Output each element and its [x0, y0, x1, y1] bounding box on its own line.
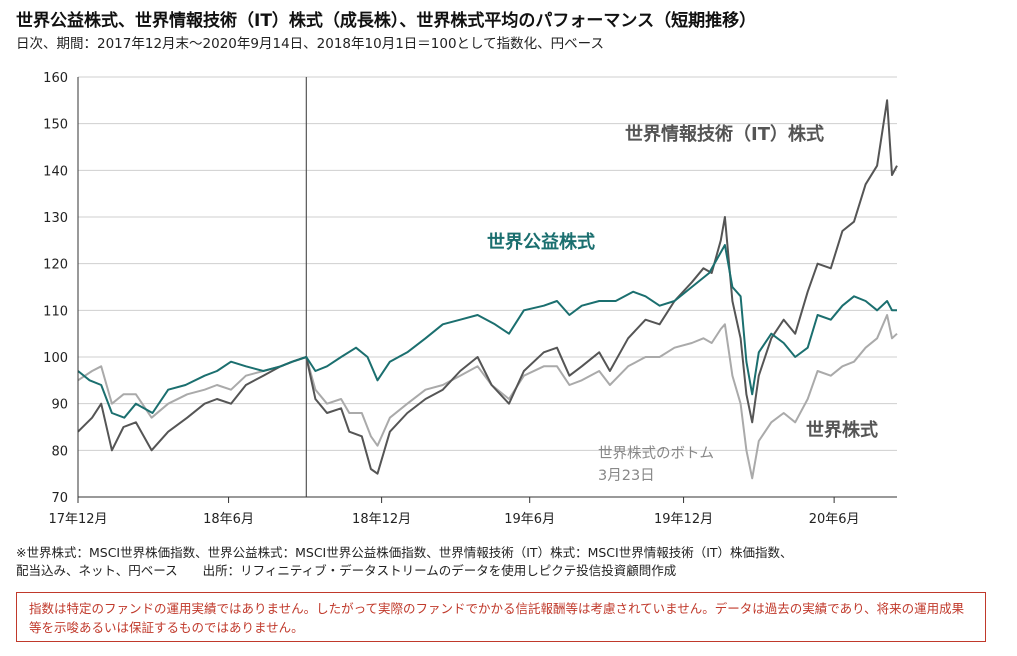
y-tick-label: 90: [51, 398, 68, 413]
chart-annotation: 世界株式: [806, 419, 878, 441]
footnote: ※世界株式：MSCI世界株価指数、世界公益株式：MSCI世界公益株価指数、世界情…: [16, 544, 793, 580]
line-chart: 70 80 90 100 110 120 130 140 150 160 17年12月 18年6月 18…: [43, 71, 898, 527]
y-tick-label: 150: [43, 118, 68, 133]
y-tick-label: 100: [43, 351, 68, 366]
y-tick-label: 120: [43, 258, 68, 273]
footnote-line-2: 配当込み、ネット、円ベース 出所：リフィニティブ・データストリームのデータを使用…: [16, 563, 677, 578]
chart-subtitle: 日次、期間：2017年12月末～2020年9月14日、2018年10月1日＝10…: [16, 36, 604, 52]
series-line-0: [77, 99, 898, 475]
y-tick-label: 110: [43, 304, 68, 319]
disclaimer-box: 指数は特定のファンドの運用実績ではありません。したがって実際のファンドでかかる信…: [16, 592, 986, 642]
grid-lines: [78, 76, 897, 498]
y-tick-label: 130: [43, 211, 68, 226]
axis-group: 70 80 90 100 110 120 130 140 150 160 17年12月 18年6月 18…: [43, 71, 897, 527]
x-tick-label: 18年6月: [203, 512, 254, 527]
chart-title: 世界公益株式、世界情報技術（IT）株式（成長株）、世界株式平均のパフォーマンス（…: [16, 11, 757, 31]
footnote-line-1: ※世界株式：MSCI世界株価指数、世界公益株式：MSCI世界公益株価指数、世界情…: [16, 545, 793, 560]
y-tick-label: 70: [51, 491, 68, 506]
chart-annotation: 世界情報技術（IT）株式: [625, 123, 824, 145]
x-tick-label: 17年12月: [48, 512, 107, 527]
series-group: [77, 99, 898, 480]
x-tick-label: 20年6月: [809, 512, 860, 527]
y-tick-label: 140: [43, 164, 68, 179]
chart-annotation: 世界公益株式: [487, 231, 595, 253]
series-line-2: [77, 314, 898, 480]
x-tick-label: 19年12月: [654, 512, 713, 527]
x-tick-label: 19年6月: [504, 512, 555, 527]
series-line-1: [77, 244, 897, 419]
chart-annotation: 世界株式のボトム: [598, 445, 714, 462]
y-tick-label: 160: [43, 71, 68, 86]
x-tick-label: 18年12月: [352, 512, 411, 527]
chart-annotation: 3月23日: [598, 468, 655, 484]
y-tick-label: 80: [51, 444, 68, 459]
